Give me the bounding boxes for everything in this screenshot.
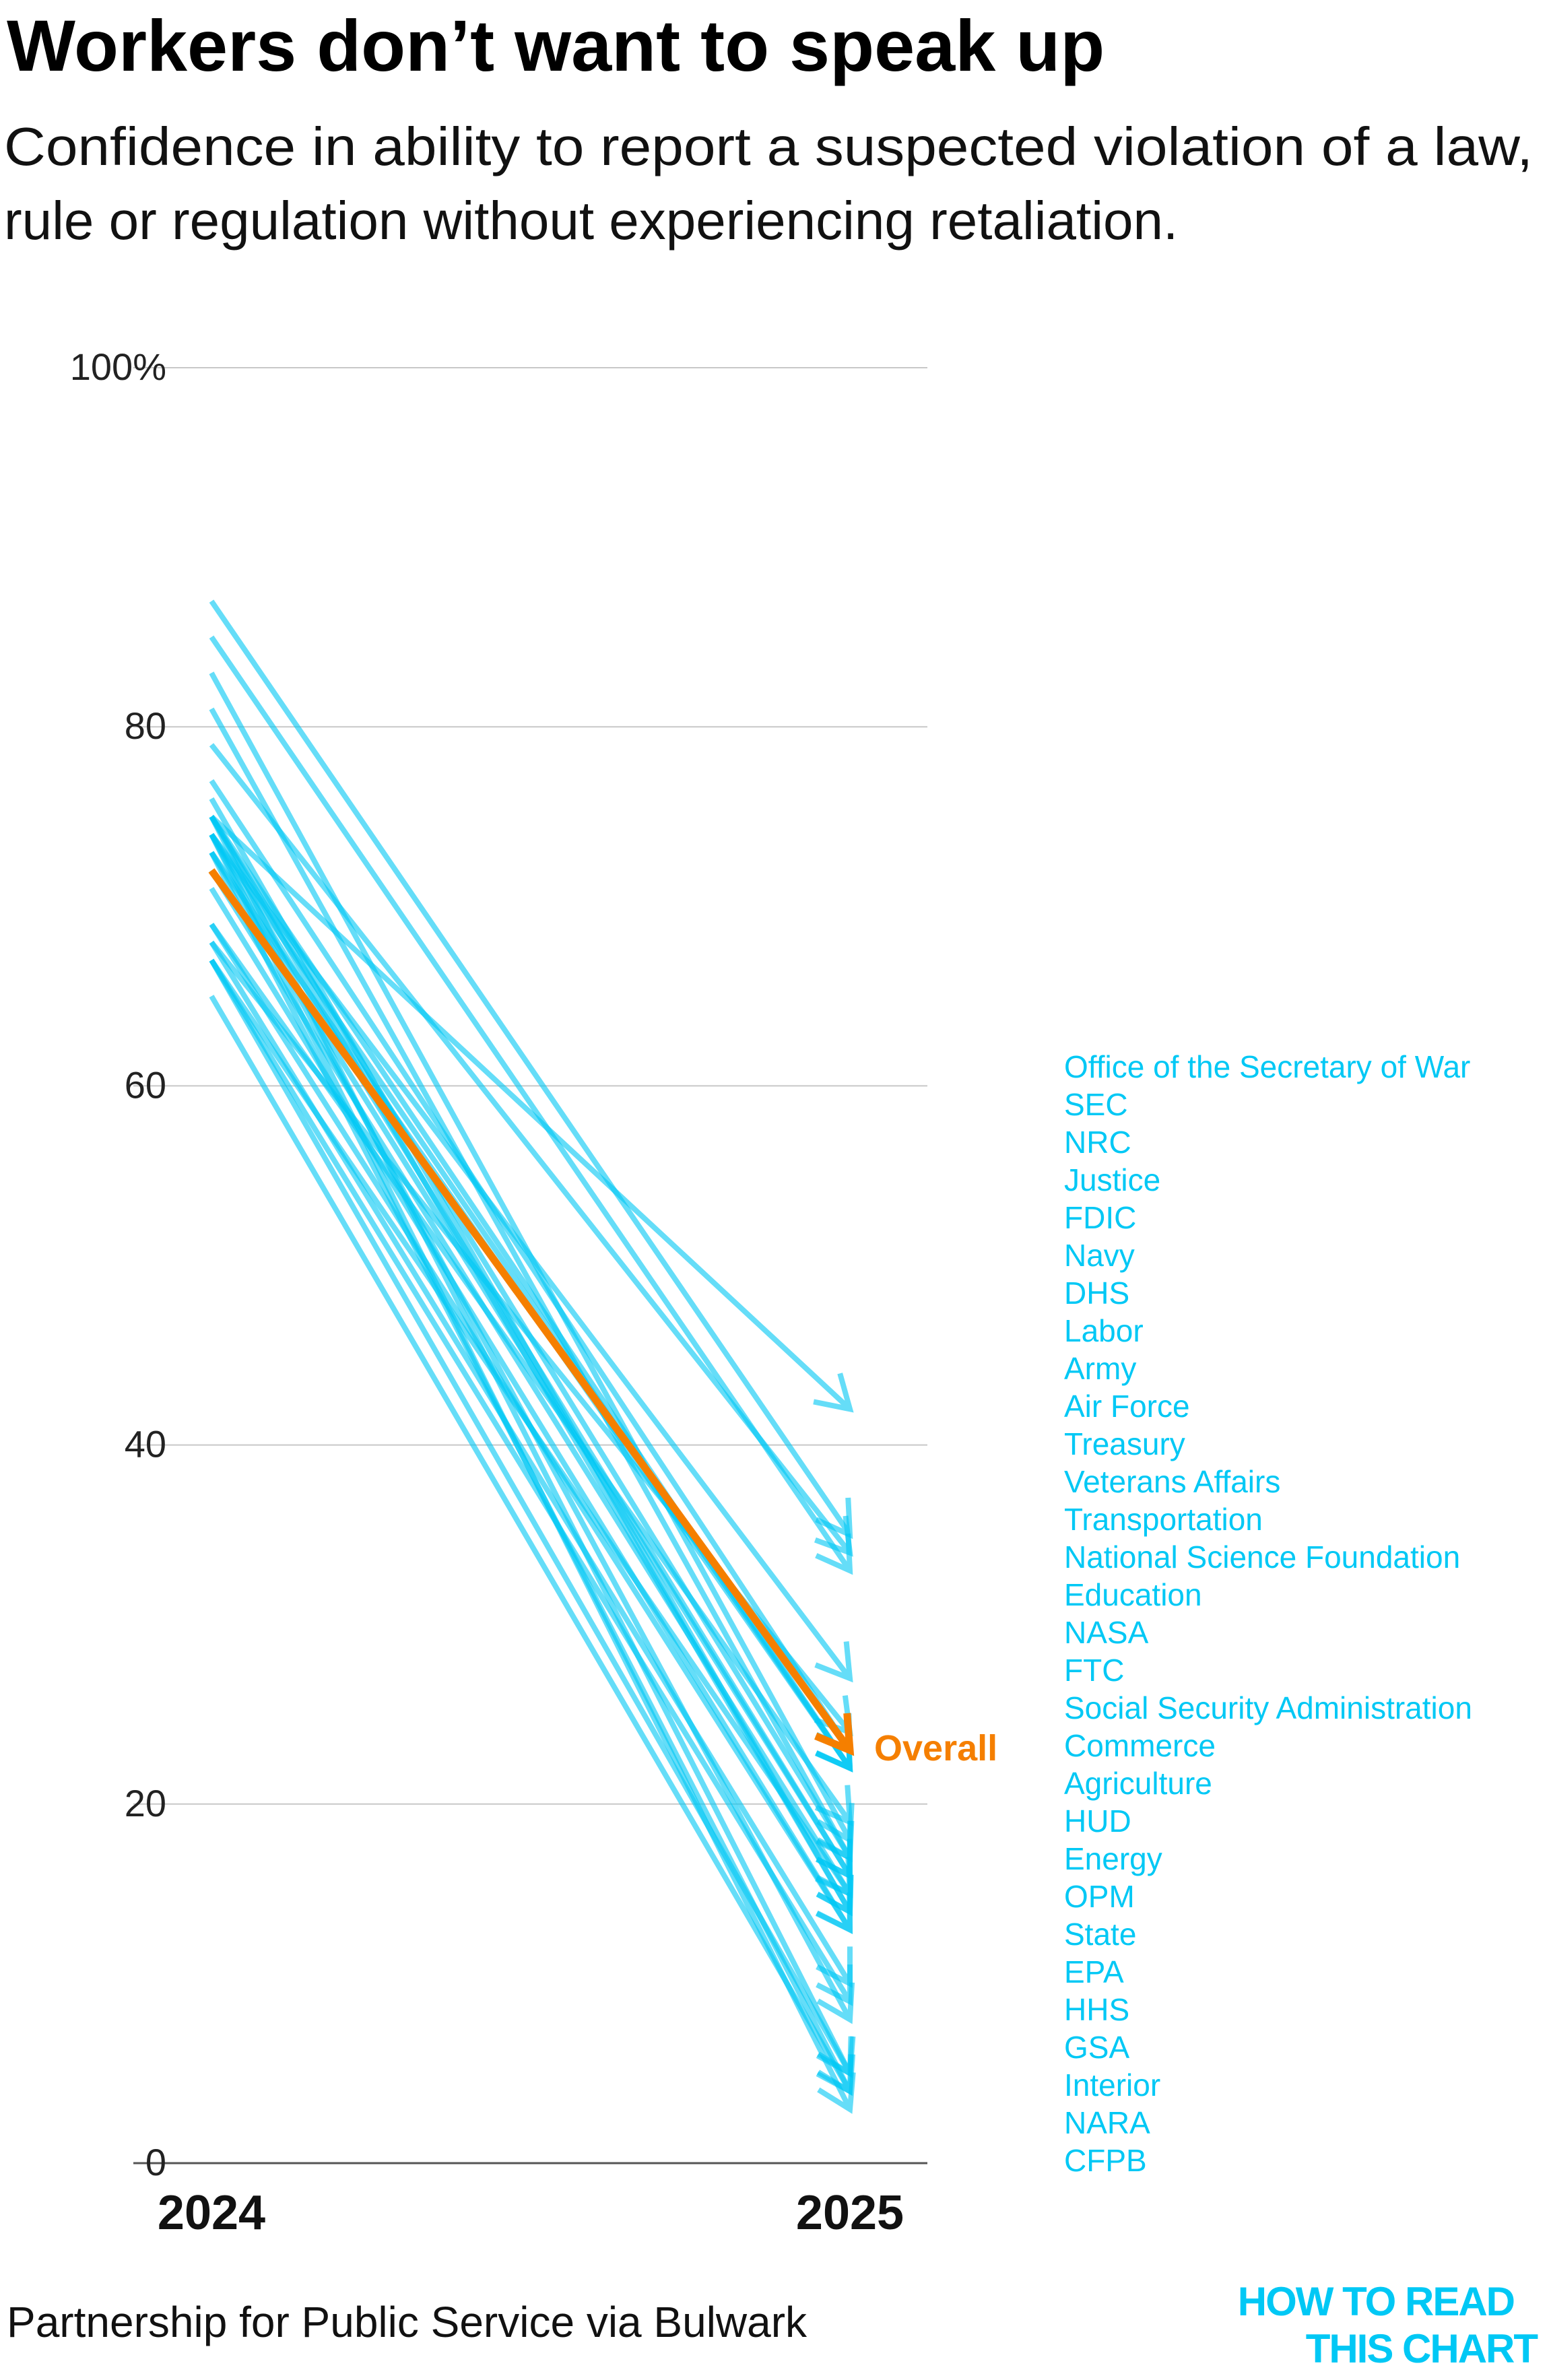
series-arrow-army-line [209,815,853,1770]
agency-label: FTC [1064,1653,1124,1688]
agency-label: State [1064,1917,1136,1952]
chart-subtitle-line-1: Confidence in ability to report a suspec… [4,117,1533,176]
agency-label: GSA [1064,2030,1129,2065]
agency-label: CFPB [1064,2143,1147,2178]
agency-label: Commerce [1064,1728,1216,1763]
series-arrow-state-line [209,958,853,2004]
y-tick-label-20: 20 [125,1782,166,1824]
series-arrow-sec [209,599,853,1540]
agency-label: NRC [1064,1125,1131,1160]
agency-label: EPA [1064,1954,1124,1989]
agency-label: NASA [1064,1615,1149,1650]
series-arrow-sec-line [209,599,853,1537]
logo-line-1: HOW TO READ [1238,2279,1514,2324]
series-arrow-overall-arrowhead [814,1713,855,1756]
series-arrow-fdic-arrowhead [814,1641,853,1683]
logo-line-2: THIS CHART [1306,2326,1538,2371]
series-arrow-cfpb [209,833,856,2114]
agency-labels: Office of the Secretary of WarSECNRCJust… [1064,1049,1472,2178]
series-arrow-dhs [209,779,853,1755]
series-arrow-office-of-the-secretary-of-war [209,814,854,1413]
agency-label: Army [1064,1351,1136,1386]
agency-label: Justice [1064,1162,1160,1197]
series-arrow-justice-line [209,635,853,1573]
agency-label: Treasury [1064,1426,1185,1461]
series-arrow-justice-arrowhead [815,1533,853,1575]
gridlines: 0 20 40 60 80 100% [70,345,927,2183]
agency-label: OPM [1064,1879,1135,1914]
series-arrow-office-of-the-secretary-of-war-arrowhead [813,1373,854,1413]
series-lines: Overall [208,599,997,2114]
series-arrow-epa-arrowhead [816,1982,855,2024]
series-arrow-opm-line [209,941,853,1985]
agency-label: Education [1064,1577,1202,1612]
source-note: Partnership for Public Service via Bulwa… [7,2298,808,2346]
series-arrow-nara [209,995,854,2096]
series-arrow-transportation [209,815,853,1863]
y-tick-label-40: 40 [125,1423,166,1465]
agency-label: Interior [1064,2068,1160,2103]
how-to-read-this-chart-logo: HOW TO READ THIS CHART [1238,2279,1540,2371]
agency-label: Social Security Administration [1064,1690,1472,1725]
agency-label: Air Force [1064,1389,1190,1424]
series-arrow-justice [209,635,853,1575]
agency-label: Veterans Affairs [1064,1464,1280,1499]
series-arrow-hud [209,887,853,1934]
agency-label: Labor [1064,1313,1144,1348]
series-arrow-veterans-affairs [209,671,855,1845]
agency-label: National Science Foundation [1064,1540,1460,1575]
series-arrow-army [209,815,853,1773]
agency-label: Navy [1064,1238,1135,1273]
series-arrow-agriculture [209,815,854,1917]
agency-label: Office of the Secretary of War [1064,1049,1470,1084]
agency-label: NARA [1064,2105,1150,2140]
y-tick-label-60: 60 [125,1063,166,1106]
series-arrow-energy-arrowhead [815,1892,853,1934]
agency-label: Agriculture [1064,1766,1212,1801]
series-arrow-nara-line [209,995,853,2093]
series-arrow-epa-line [209,833,853,2021]
series-arrow-hud-line [209,887,853,1931]
agency-label: DHS [1064,1276,1129,1311]
series-arrow-cfpb-arrowhead [817,2072,856,2114]
y-tick-label-0: 0 [145,2141,166,2183]
series-arrow-cfpb-line [209,833,853,2111]
x-label-2024: 2024 [158,2186,265,2240]
series-arrow-national-science-foundation [209,707,855,1863]
chart-title: Workers don’t want to speak up [7,5,1105,86]
agency-label: FDIC [1064,1200,1136,1235]
series-arrow-hhs-line [209,815,853,2075]
series-arrow-transportation-line [209,815,853,1859]
chart-subtitle-line-2: rule or regulation without experiencing … [4,191,1178,251]
series-arrow-agriculture-line [209,815,853,1913]
series-arrow-treasury-line [209,923,853,1824]
series-arrow-opm [209,941,853,1988]
series-arrow-national-science-foundation-line [209,707,853,1859]
overall-label: Overall [874,1728,997,1769]
agency-label: HHS [1064,1992,1129,2027]
series-arrow-epa [209,833,855,2024]
y-tick-label-80: 80 [125,704,166,747]
agency-label: Energy [1064,1841,1162,1876]
agency-label: Transportation [1064,1502,1263,1537]
agency-label: HUD [1064,1804,1131,1839]
series-arrow-veterans-affairs-line [209,671,853,1842]
x-label-2025: 2025 [796,2186,904,2240]
series-arrow-overall [208,868,855,1756]
y-tick-label-100: 100% [70,345,166,388]
agency-label: SEC [1064,1087,1128,1122]
series-arrow-office-of-the-secretary-of-war-line [209,814,852,1412]
series-arrow-dhs-line [209,779,853,1752]
series-arrow-overall-line [208,868,853,1753]
